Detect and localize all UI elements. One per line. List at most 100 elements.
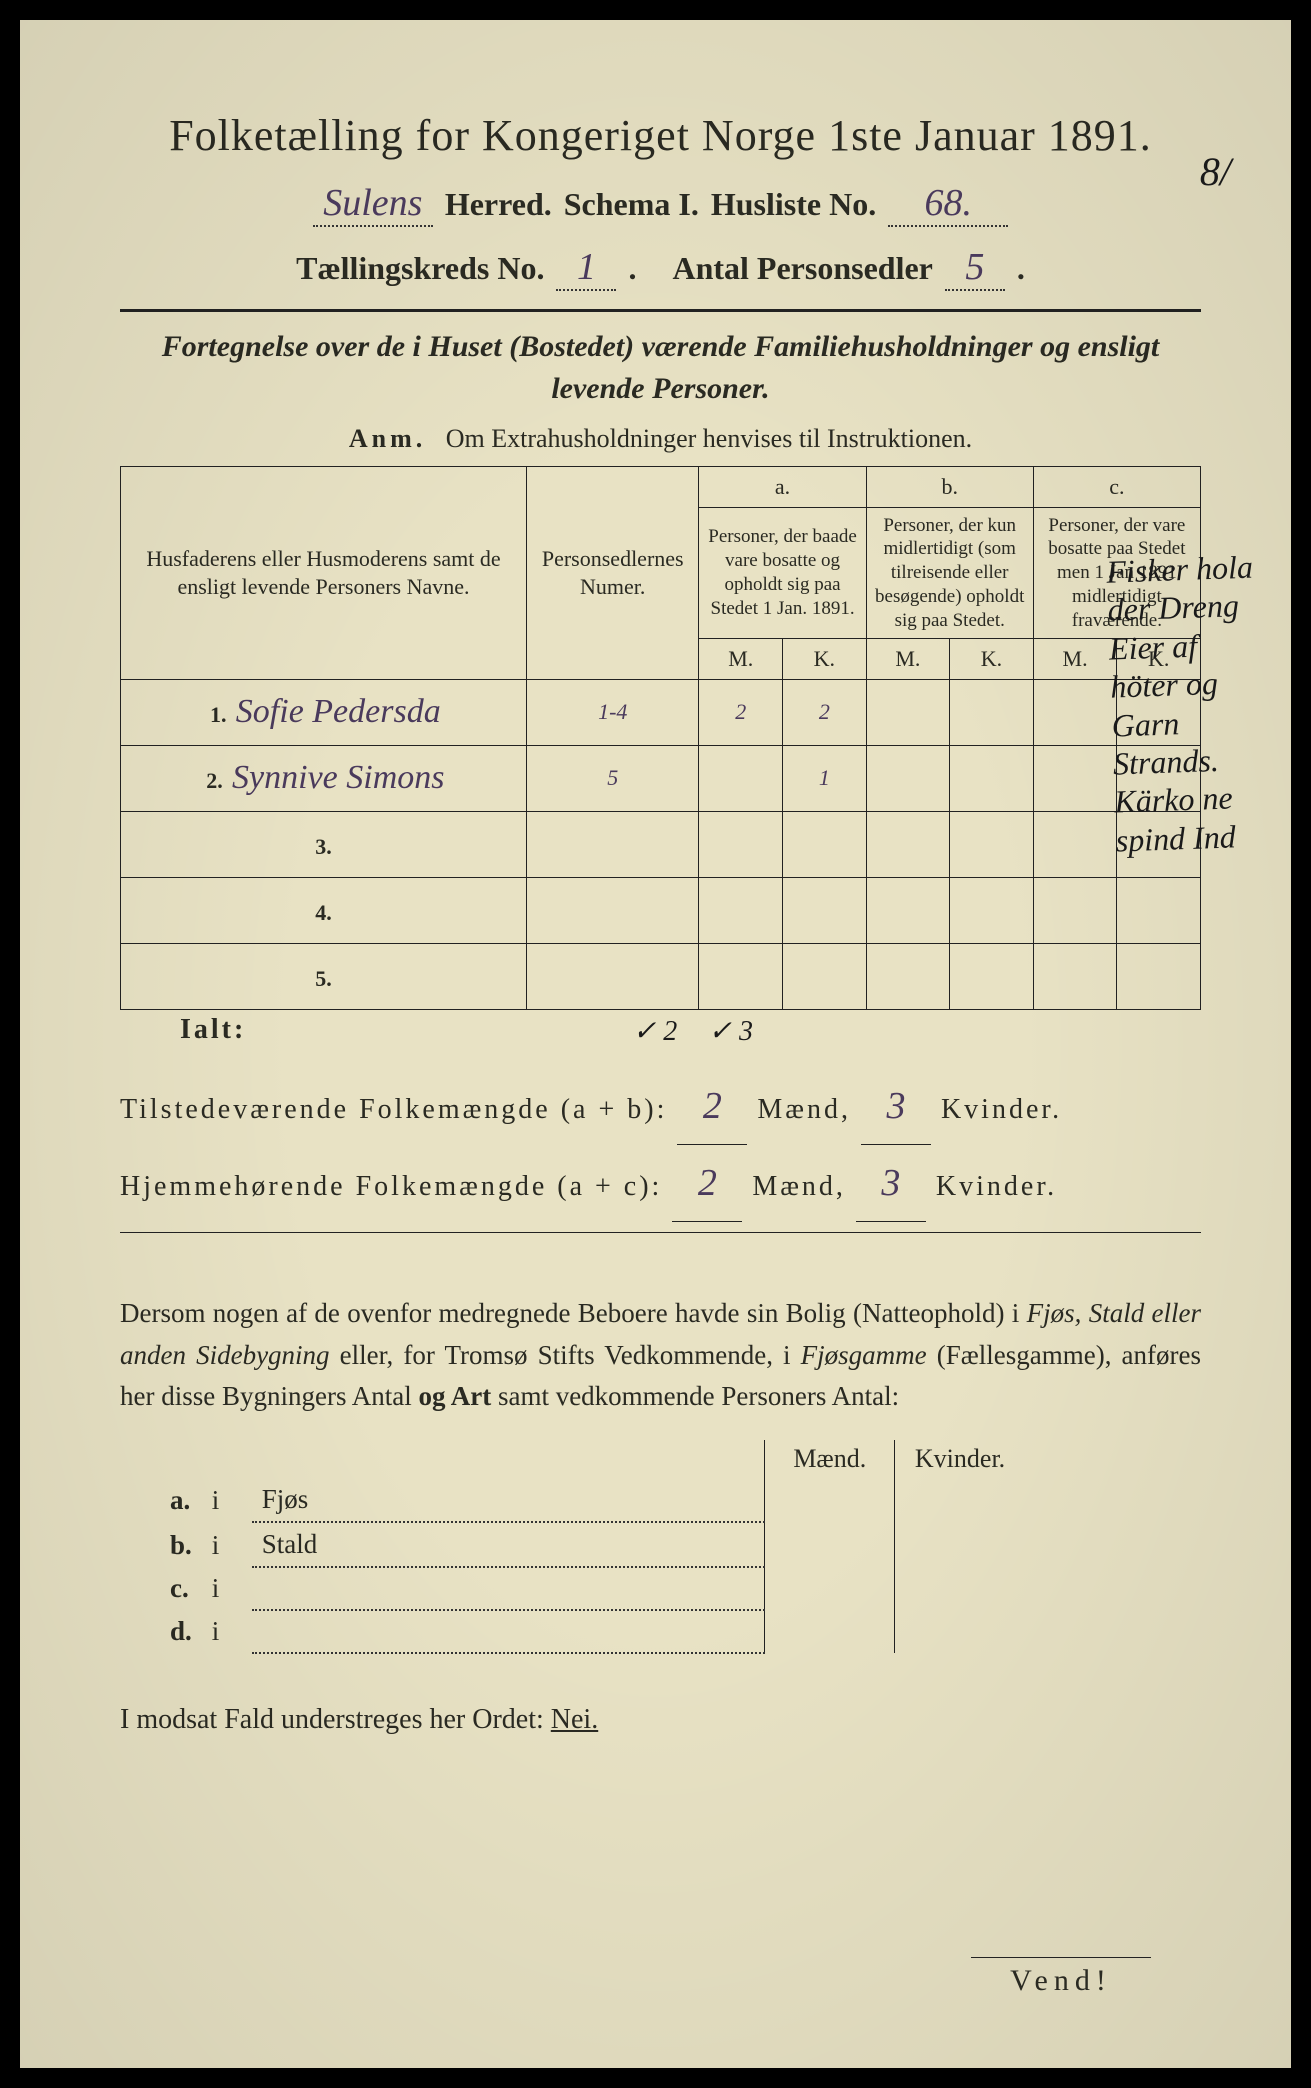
row-kvinder xyxy=(895,1478,1025,1522)
cell-bm xyxy=(866,811,950,877)
divider-2 xyxy=(120,1232,1201,1233)
hjemme-m: 2 xyxy=(672,1145,742,1222)
main-table: Husfaderens eller Husmoderens samt de en… xyxy=(120,466,1201,1010)
table-row: 5. xyxy=(121,943,1201,1009)
cell-ak: 2 xyxy=(783,679,867,745)
cell-am xyxy=(699,943,783,1009)
ialt-m: ✓ 2 xyxy=(617,1014,693,1048)
cell-cm xyxy=(1033,877,1117,943)
th-bm: M. xyxy=(866,639,950,680)
cell-name: 1. Sofie Pedersda xyxy=(121,679,527,745)
row-i: i xyxy=(202,1478,252,1522)
divider xyxy=(120,309,1201,312)
row-maend xyxy=(765,1522,895,1567)
tilstede-label: Tilstedeværende Folkemængde (a + b): xyxy=(120,1094,667,1125)
cell-ck xyxy=(1117,877,1201,943)
corner-number: 8/ xyxy=(1200,148,1231,195)
tilstede-m: 2 xyxy=(677,1068,747,1145)
kvinder-label: Kvinder. xyxy=(941,1094,1062,1125)
cell-cm xyxy=(1033,811,1117,877)
cell-bm xyxy=(866,745,950,811)
kvinder-label-2: Kvinder. xyxy=(936,1171,1057,1202)
cell-name: 4. xyxy=(121,877,527,943)
row-letter: d. xyxy=(160,1610,202,1653)
cell-cm xyxy=(1033,679,1117,745)
building-row: c.i xyxy=(160,1567,1025,1610)
cell-name: 3. xyxy=(121,811,527,877)
bolig-paragraph: Dersom nogen af de ovenfor medregnede Be… xyxy=(120,1293,1201,1419)
header-row-2: Tællingskreds No. 1. Antal Personsedler … xyxy=(120,245,1201,291)
cell-bm xyxy=(866,679,950,745)
antal-value: 5 xyxy=(945,245,1005,291)
cell-am: 2 xyxy=(699,679,783,745)
schema-label: Schema I. xyxy=(564,186,699,223)
cell-num: 5 xyxy=(527,745,699,811)
row-type: Fjøs xyxy=(252,1478,765,1522)
cell-num: 1-4 xyxy=(527,679,699,745)
row-kvinder xyxy=(895,1567,1025,1610)
cell-bk xyxy=(950,745,1034,811)
antal-label: Antal Personsedler xyxy=(672,250,932,287)
herred-label: Herred. xyxy=(445,186,552,223)
kreds-label: Tællingskreds No. xyxy=(296,250,544,287)
anm-label: Anm. xyxy=(349,424,426,453)
row-maend xyxy=(765,1478,895,1522)
row-i: i xyxy=(202,1610,252,1653)
table-row: 3. xyxy=(121,811,1201,877)
cell-num xyxy=(527,943,699,1009)
row-kvinder xyxy=(895,1610,1025,1653)
vend-label: Vend! xyxy=(971,1957,1151,1998)
th-a-label: a. xyxy=(699,467,866,508)
kreds-value: 1 xyxy=(556,245,616,291)
row-letter: c. xyxy=(160,1567,202,1610)
cell-bm xyxy=(866,877,950,943)
cell-bk xyxy=(950,877,1034,943)
cell-am xyxy=(699,877,783,943)
table-row: 1. Sofie Pedersda1-422 xyxy=(121,679,1201,745)
margin-handwriting: Fisker hola der Dreng Eier af höter og G… xyxy=(1106,547,1267,859)
cell-bk xyxy=(950,811,1034,877)
th-b-text: Personer, der kun midlertidigt (som tilr… xyxy=(866,507,1033,639)
th-cm: M. xyxy=(1033,639,1117,680)
cell-ck xyxy=(1117,943,1201,1009)
page-title: Folketælling for Kongeriget Norge 1ste J… xyxy=(120,110,1201,161)
th-kvinder: Kvinder. xyxy=(895,1440,1025,1478)
row-type xyxy=(252,1567,765,1610)
header-row-1: Sulens Herred. Schema I. Husliste No. 68… xyxy=(120,181,1201,227)
census-form-page: Folketælling for Kongeriget Norge 1ste J… xyxy=(20,20,1291,2068)
hjemme-k: 3 xyxy=(856,1145,926,1222)
th-b-label: b. xyxy=(866,467,1033,508)
hjemme-label: Hjemmehørende Folkemængde (a + c): xyxy=(120,1171,662,1202)
row-type: Stald xyxy=(252,1522,765,1567)
totals-block: Tilstedeværende Folkemængde (a + b): 2 M… xyxy=(120,1068,1201,1222)
table-row: 4. xyxy=(121,877,1201,943)
tilstede-k: 3 xyxy=(861,1068,931,1145)
cell-ak: 1 xyxy=(783,745,867,811)
row-maend xyxy=(765,1567,895,1610)
th-a-text: Personer, der baade vare bosatte og opho… xyxy=(699,507,866,639)
building-row: a.iFjøs xyxy=(160,1478,1025,1522)
th-am: M. xyxy=(699,639,783,680)
husliste-label: Husliste No. xyxy=(711,186,876,223)
cell-num xyxy=(527,877,699,943)
ialt-label: Ialt: xyxy=(120,1014,488,1048)
row-letter: a. xyxy=(160,1478,202,1522)
cell-ak xyxy=(783,943,867,1009)
nei-word: Nei. xyxy=(551,1704,598,1735)
maend-label: Mænd, xyxy=(757,1094,851,1125)
row-type xyxy=(252,1610,765,1653)
cell-am xyxy=(699,745,783,811)
anm-text: Om Extrahusholdninger henvises til Instr… xyxy=(446,424,972,453)
anm-line: Anm. Om Extrahusholdninger henvises til … xyxy=(120,424,1201,454)
herred-value: Sulens xyxy=(313,181,433,227)
building-row: b.iStald xyxy=(160,1522,1025,1567)
building-table: Mænd. Kvinder. a.iFjøsb.iStaldc.id.i xyxy=(160,1440,1025,1654)
husliste-value: 68. xyxy=(888,181,1008,227)
th-ak: K. xyxy=(783,639,867,680)
building-row: d.i xyxy=(160,1610,1025,1653)
row-kvinder xyxy=(895,1522,1025,1567)
table-row: 2. Synnive Simons5 1 xyxy=(121,745,1201,811)
nei-line: I modsat Fald understreges her Ordet: Ne… xyxy=(120,1704,1201,1736)
cell-name: 2. Synnive Simons xyxy=(121,745,527,811)
cell-bk xyxy=(950,679,1034,745)
